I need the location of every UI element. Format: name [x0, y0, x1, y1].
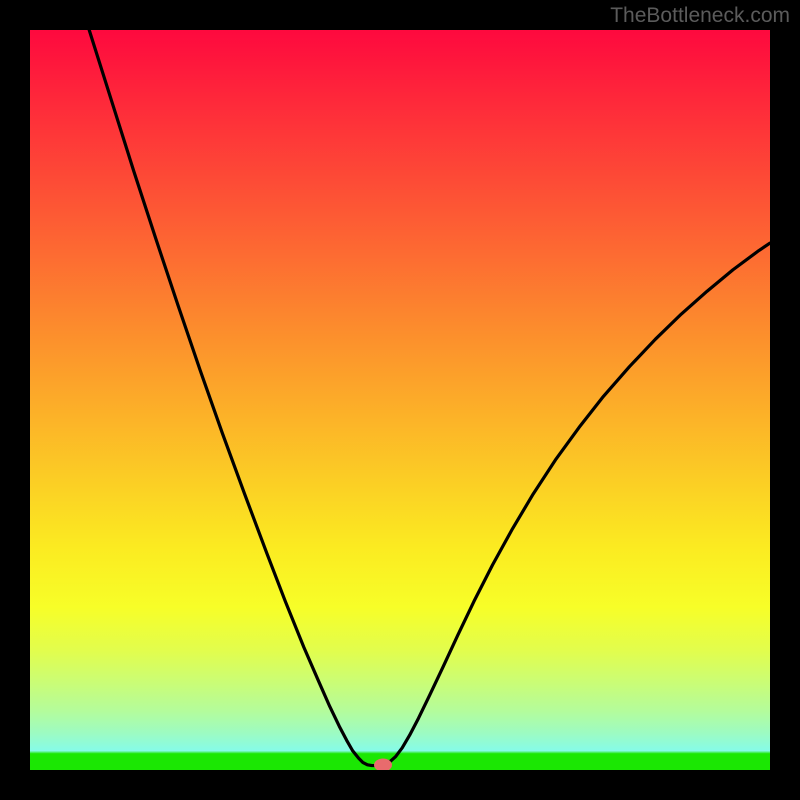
watermark-text: TheBottleneck.com: [610, 4, 790, 28]
optimum-marker: [374, 759, 392, 770]
chart-plot-area: [30, 30, 770, 770]
bottleneck-curve: [30, 30, 770, 770]
curve-path: [89, 30, 770, 766]
